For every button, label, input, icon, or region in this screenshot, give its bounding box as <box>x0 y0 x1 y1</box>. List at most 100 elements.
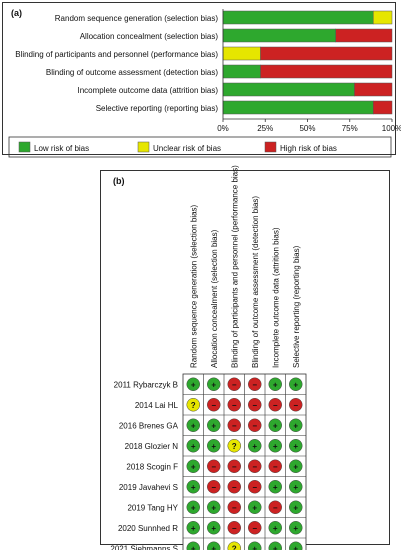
rating-low-icon <box>207 541 221 550</box>
rating-symbol: + <box>293 483 298 492</box>
rating-symbol: + <box>273 544 278 550</box>
rating-symbol: + <box>211 524 216 533</box>
legend-label-high: High risk of bias <box>280 144 337 153</box>
rating-low-icon <box>186 418 200 432</box>
legend-swatch-high <box>264 141 277 153</box>
rating-low-icon <box>268 521 282 535</box>
x-tick-label: 100% <box>382 124 401 133</box>
rating-high-icon <box>248 459 262 473</box>
rating-symbol: − <box>273 462 278 471</box>
rating-low-icon <box>186 500 200 514</box>
rating-symbol: + <box>273 442 278 451</box>
rating-symbol: − <box>232 401 237 410</box>
rating-low-icon <box>248 541 262 550</box>
rating-symbol: + <box>273 380 278 389</box>
rating-symbol: + <box>252 442 257 451</box>
column-header: Allocation concealment (selection bias) <box>210 229 219 368</box>
rating-symbol: − <box>252 401 257 410</box>
rating-symbol: − <box>232 524 237 533</box>
bar-segment-high <box>372 100 393 115</box>
column-header: Selective reporting (reporting bias) <box>292 245 301 368</box>
rating-low-icon <box>186 439 200 453</box>
legend-swatch-unclear <box>137 141 150 153</box>
rating-symbol: − <box>232 503 237 512</box>
rating-low-icon <box>289 459 303 473</box>
rating-symbol: + <box>293 442 298 451</box>
rating-symbol: + <box>293 544 298 550</box>
category-label: Blinding of participants and personnel (… <box>15 50 218 59</box>
rating-symbol: + <box>191 462 196 471</box>
rating-low-icon <box>207 418 221 432</box>
rating-symbol: + <box>191 544 196 550</box>
rating-symbol: ? <box>232 544 237 550</box>
rating-low-icon <box>186 541 200 550</box>
rating-high-icon <box>227 398 241 412</box>
rating-symbol: − <box>232 462 237 471</box>
rating-high-icon <box>227 480 241 494</box>
rating-low-icon <box>186 521 200 535</box>
rating-symbol: + <box>273 421 278 430</box>
rating-low-icon <box>289 480 303 494</box>
rating-high-icon <box>268 500 282 514</box>
rating-low-icon <box>207 500 221 514</box>
rating-high-icon <box>207 459 221 473</box>
category-label: Blinding of outcome assessment (detectio… <box>46 68 218 77</box>
rating-symbol: − <box>211 462 216 471</box>
rating-low-icon <box>289 418 303 432</box>
rating-symbol: − <box>293 401 298 410</box>
rating-symbol: + <box>293 421 298 430</box>
risk-of-bias-graph: (a) Random sequence generation (selection… <box>2 2 401 158</box>
rating-high-icon <box>289 398 303 412</box>
rating-unclear-icon <box>227 439 241 453</box>
rating-low-icon <box>289 521 303 535</box>
rating-low-icon <box>268 439 282 453</box>
rating-symbol: + <box>191 380 196 389</box>
study-label: 2020 Sunnhed R <box>118 524 178 533</box>
category-label: Random sequence generation (selection bi… <box>55 14 219 23</box>
legend-box <box>8 136 392 158</box>
study-label: 2014 Lai HL <box>135 401 179 410</box>
rating-low-icon <box>289 541 303 550</box>
bar-segment-low <box>222 82 355 97</box>
bar-segment-unclear <box>222 46 261 61</box>
rating-high-icon <box>227 521 241 535</box>
rating-low-icon <box>186 377 200 391</box>
rating-low-icon <box>207 439 221 453</box>
rating-high-icon <box>248 418 262 432</box>
column-header: Incomplete outcome data (attrition bias) <box>271 227 280 368</box>
rating-symbol: ? <box>191 401 196 410</box>
study-label: 2021 Siebmanns S <box>110 544 178 550</box>
rating-symbol: + <box>252 503 257 512</box>
column-header: Random sequence generation (selection bi… <box>189 204 198 368</box>
bar-segment-high <box>260 64 393 79</box>
study-label: 2019 Tang HY <box>127 503 178 512</box>
rating-high-icon <box>207 480 221 494</box>
legend-label-low: Low risk of bias <box>34 144 89 153</box>
rating-symbol: + <box>191 483 196 492</box>
rating-symbol: − <box>273 503 278 512</box>
legend-swatch-low <box>18 141 31 153</box>
rating-symbol: + <box>211 442 216 451</box>
study-label: 2011 Rybarczyk B <box>114 380 178 389</box>
bar-segment-high <box>354 82 393 97</box>
bar-segment-unclear <box>372 10 393 25</box>
bar-segment-high <box>260 46 393 61</box>
rating-low-icon <box>248 439 262 453</box>
rating-symbol: + <box>191 524 196 533</box>
rating-symbol: + <box>191 421 196 430</box>
rating-symbol: + <box>293 503 298 512</box>
study-label: 2019 Javahevi S <box>119 483 178 492</box>
risk-of-bias-summary: (b) Random sequence generation (selection… <box>100 165 390 550</box>
column-header: Blinding of participants and personnel (… <box>230 165 239 368</box>
rating-high-icon <box>207 398 221 412</box>
rating-high-icon <box>248 398 262 412</box>
rating-high-icon <box>227 418 241 432</box>
risk-of-bias-summary-svg: (b) Random sequence generation (selection… <box>110 165 307 550</box>
study-label: 2016 Brenes GA <box>119 421 179 430</box>
study-label: 2018 Glozier N <box>125 442 179 451</box>
rating-low-icon <box>207 521 221 535</box>
bar-segment-low <box>222 100 374 115</box>
rating-symbol: + <box>191 442 196 451</box>
rating-low-icon <box>268 418 282 432</box>
rating-high-icon <box>227 459 241 473</box>
